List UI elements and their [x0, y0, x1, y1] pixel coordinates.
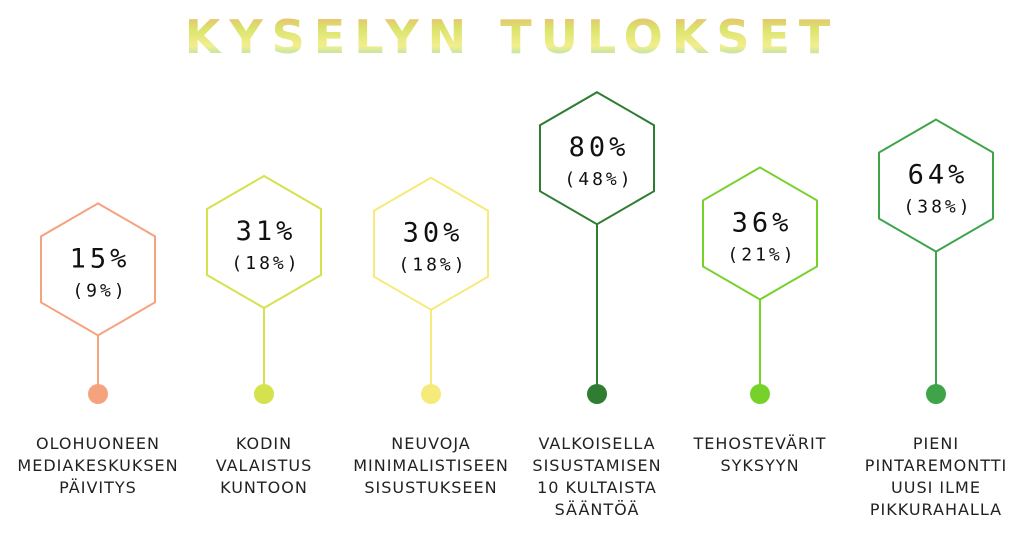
value-label: 31%	[236, 216, 297, 247]
secondary-value-label: (48%)	[564, 169, 633, 190]
hexagon-mark	[539, 91, 655, 226]
category-label: KODIN VALAISTUS KUNTOON	[215, 434, 313, 497]
value-label: 15%	[70, 243, 131, 274]
hexagon-mark	[878, 118, 994, 253]
secondary-value-label: (18%)	[231, 253, 300, 274]
hexagon-mark	[702, 166, 818, 301]
hexagon-mark	[40, 202, 156, 337]
hexagon-mark	[206, 174, 322, 310]
axis-dot	[421, 384, 441, 404]
category-label: OLOHUONEEN MEDIAKESKUKSEN PÄIVITYS	[17, 434, 179, 497]
secondary-value-label: (9%)	[72, 280, 127, 301]
hexagon-mark	[373, 176, 489, 311]
value-label: 64%	[908, 160, 969, 191]
axis-dot	[254, 384, 274, 404]
value-label: 30%	[403, 218, 464, 249]
value-label: 36%	[732, 207, 793, 238]
secondary-value-label: (38%)	[903, 197, 972, 218]
category-label: PIENI PINTAREMONTTI UUSI ILME PIKKURAHAL…	[864, 434, 1008, 519]
secondary-value-label: (21%)	[727, 244, 796, 265]
axis-dot	[587, 384, 607, 404]
axis-dot	[926, 384, 946, 404]
chart-marks: 15% (9%) 31% (18%) 30% (18%) 80% (48%) 36% (21%) 6…	[40, 91, 994, 404]
category-label: TEHOSTEVÄRIT SYKSYYN	[693, 434, 827, 475]
category-label: VALKOISELLA SISUSTAMISEN 10 KULTAISTA SÄ…	[532, 434, 662, 519]
secondary-value-label: (18%)	[398, 255, 467, 276]
value-label: 80%	[569, 132, 630, 163]
axis-dot	[88, 384, 108, 404]
category-label: NEUVOJA MINIMALISTISEEN SISUSTUKSEEN	[353, 434, 509, 497]
axis-dot	[750, 384, 770, 404]
chart-title: KYSELYN TULOKSET	[185, 10, 840, 64]
